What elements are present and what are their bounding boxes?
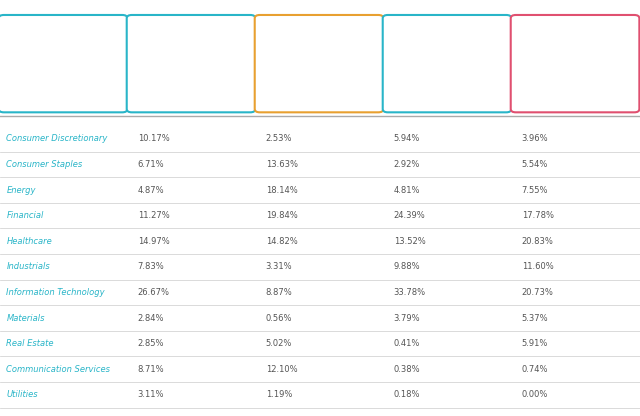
Text: Consumer Staples: Consumer Staples [6, 160, 83, 169]
Text: SPMO: SPMO [302, 76, 335, 86]
Text: Virtus Terranova US
Quality Momentum ETF: Virtus Terranova US Quality Momentum ETF [529, 41, 620, 63]
Text: 11.27%: 11.27% [138, 211, 170, 220]
Text: 5.54%: 5.54% [522, 160, 548, 169]
Text: 19.84%: 19.84% [266, 211, 298, 220]
Text: 0.18%: 0.18% [394, 390, 420, 399]
Text: 12.10%: 12.10% [266, 365, 297, 374]
Text: 11.60%: 11.60% [522, 262, 554, 271]
Text: ×: × [371, 24, 380, 34]
Text: Invesco S&P 500®
Momentum ETF: Invesco S&P 500® Momentum ETF [283, 41, 354, 63]
Text: Add holding: Add holding [38, 70, 93, 79]
Text: 14.97%: 14.97% [138, 237, 170, 246]
Text: 2.84%: 2.84% [138, 314, 164, 322]
Text: 0.41%: 0.41% [394, 339, 420, 348]
Text: 3.96%: 3.96% [522, 134, 548, 144]
Text: +: + [56, 42, 75, 62]
Text: 4.81%: 4.81% [394, 186, 420, 195]
Text: 0.56%: 0.56% [266, 314, 292, 322]
Text: 24.39%: 24.39% [394, 211, 426, 220]
Text: 17.78%: 17.78% [522, 211, 554, 220]
Text: 2.92%: 2.92% [394, 160, 420, 169]
Text: 9.88%: 9.88% [394, 262, 420, 271]
Text: 5.02%: 5.02% [266, 339, 292, 348]
Text: 3.11%: 3.11% [138, 390, 164, 399]
Text: 6.71%: 6.71% [138, 160, 164, 169]
Text: Invesco S&P 500®
Quality ETF: Invesco S&P 500® Quality ETF [411, 41, 482, 63]
Text: 7.83%: 7.83% [138, 262, 164, 271]
Text: 5.91%: 5.91% [522, 339, 548, 348]
Text: 0.74%: 0.74% [522, 365, 548, 374]
Text: 26.67%: 26.67% [138, 288, 170, 297]
Text: 5.37%: 5.37% [522, 314, 548, 322]
Text: SPHQ: SPHQ [431, 76, 461, 86]
Text: Consumer Discretionary: Consumer Discretionary [6, 134, 108, 144]
Text: 8.87%: 8.87% [266, 288, 292, 297]
Text: SPDR® S&P 500 ETF
Trust: SPDR® S&P 500 ETF Trust [151, 41, 230, 63]
Text: Materials: Materials [6, 314, 45, 322]
Text: ×: × [499, 24, 508, 34]
Text: Healthcare: Healthcare [6, 237, 52, 246]
Text: Communication Services: Communication Services [6, 365, 111, 374]
Text: 5.94%: 5.94% [394, 134, 420, 144]
Text: 20.83%: 20.83% [522, 237, 554, 246]
Text: 20.73%: 20.73% [522, 288, 554, 297]
Text: 18.14%: 18.14% [266, 186, 298, 195]
Text: Information Technology: Information Technology [6, 288, 105, 297]
Text: Energy: Energy [6, 186, 36, 195]
Text: 3.31%: 3.31% [266, 262, 292, 271]
Text: 8.71%: 8.71% [138, 365, 164, 374]
Text: 1.19%: 1.19% [266, 390, 292, 399]
Text: 3.79%: 3.79% [394, 314, 420, 322]
Text: Real Estate: Real Estate [6, 339, 54, 348]
Text: 33.78%: 33.78% [394, 288, 426, 297]
Text: 10.17%: 10.17% [138, 134, 170, 144]
Text: 13.52%: 13.52% [394, 237, 426, 246]
Text: 13.63%: 13.63% [266, 160, 298, 169]
Text: 0.00%: 0.00% [522, 390, 548, 399]
Text: 2.53%: 2.53% [266, 134, 292, 144]
Text: 2.85%: 2.85% [138, 339, 164, 348]
Text: SPY: SPY [180, 76, 201, 86]
Text: JOET: JOET [562, 76, 587, 86]
Text: ×: × [627, 24, 636, 34]
Text: Utilities: Utilities [6, 390, 38, 399]
Text: 14.82%: 14.82% [266, 237, 298, 246]
Text: Financial: Financial [6, 211, 44, 220]
Text: 7.55%: 7.55% [522, 186, 548, 195]
Text: 0.38%: 0.38% [394, 365, 420, 374]
Text: Industrials: Industrials [6, 262, 50, 271]
Text: 4.87%: 4.87% [138, 186, 164, 195]
Text: ✓: ✓ [243, 24, 252, 34]
